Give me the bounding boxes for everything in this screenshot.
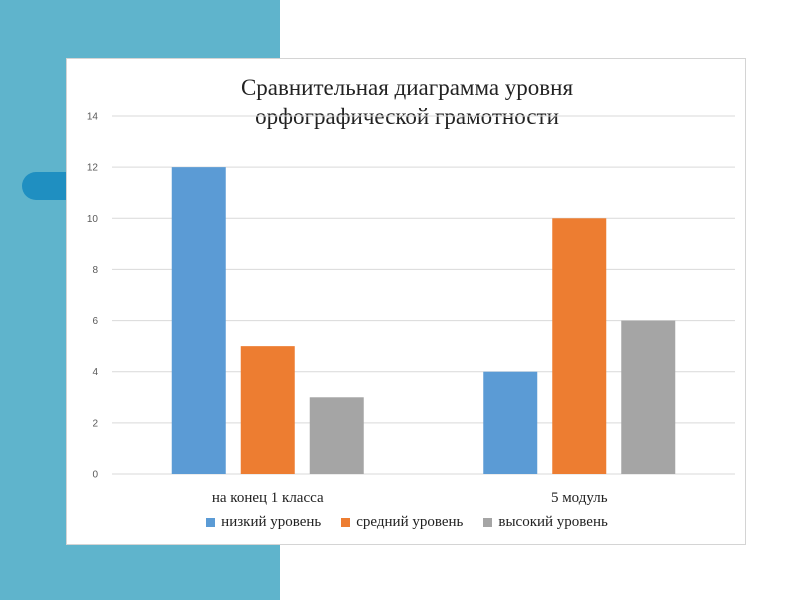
y-tick-label: 12 <box>87 163 99 174</box>
bar-1-category-1 <box>171 167 226 474</box>
bar-chart: 0 2 4 6 8 10 12 14 на конец 1 класса 5 модуль <box>87 112 735 506</box>
legend-swatch <box>483 518 493 527</box>
legend-label: средний уровень <box>356 514 464 530</box>
legend-swatch <box>341 518 351 527</box>
y-tick-label: 8 <box>92 265 98 276</box>
bar-3-category-1 <box>309 397 364 474</box>
background-panel-bottom <box>0 545 65 600</box>
legend-item: низкий уровень <box>206 514 321 531</box>
y-tick-label: 14 <box>87 112 99 123</box>
chart-legend: низкий уровень средний уровень высокий уро… <box>67 514 747 531</box>
legend-item: высокий уровень <box>483 514 608 531</box>
legend-swatch <box>206 518 216 527</box>
legend-label: высокий уровень <box>498 514 608 530</box>
category-label: на конец 1 класса <box>212 490 324 506</box>
bar-2-category-1 <box>240 346 295 474</box>
legend-label: низкий уровень <box>221 514 322 530</box>
y-tick-label: 0 <box>92 470 98 481</box>
y-tick-label: 4 <box>92 367 98 378</box>
bar-1-category-2 <box>483 371 538 474</box>
y-tick-label: 10 <box>87 214 99 225</box>
y-tick-label: 2 <box>92 418 98 429</box>
category-label: 5 модуль <box>551 490 608 506</box>
bar-2-category-2 <box>552 218 607 474</box>
legend-item: средний уровень <box>341 514 463 531</box>
chart-card: Сравнительная диаграмма уровня орфографи… <box>66 58 746 545</box>
y-tick-label: 6 <box>92 316 98 327</box>
bar-3-category-2 <box>621 320 676 474</box>
